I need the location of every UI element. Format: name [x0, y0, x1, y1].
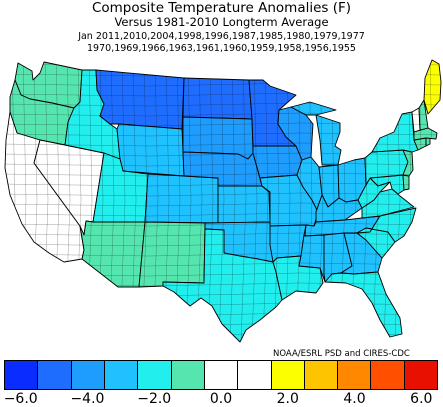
color-scale-tick-label: −4.0 [70, 391, 105, 407]
color-scale-segment [171, 361, 205, 389]
color-scale-segment [271, 361, 305, 389]
map-subtitle: Versus 1981-2010 Longterm Average [114, 15, 329, 29]
color-scale-tick-label: 6.0 [410, 391, 433, 407]
color-scale-segment [404, 361, 438, 389]
color-scale-tick-label: 2.0 [276, 391, 299, 407]
region-delaware [402, 174, 410, 191]
region-texas [162, 228, 283, 343]
region-michigan [290, 101, 342, 166]
color-scale-segment [304, 361, 339, 389]
region-wyoming [116, 123, 185, 177]
color-scale-bar [4, 360, 438, 390]
region-new-mexico [138, 221, 206, 288]
color-scale-segment [238, 361, 272, 389]
region-new-hampshire [418, 99, 429, 131]
color-scale-segment [71, 361, 105, 389]
color-scale-tick-label: −2.0 [137, 391, 172, 407]
us-climate-division-map [4, 59, 442, 343]
color-scale-segment [204, 361, 239, 389]
color-scale-segment [104, 361, 139, 389]
color-scale-segment [138, 361, 172, 389]
region-florida [324, 271, 403, 338]
composite-years-line-2: 1970,1969,1966,1963,1961,1960,1959,1958,… [87, 43, 356, 54]
region-new-york [371, 111, 419, 153]
region-colorado [144, 173, 219, 224]
region-arizona [79, 220, 146, 288]
color-scale-tick-label: 0.0 [209, 391, 233, 407]
map-title: Composite Temperature Anomalies (F) [91, 0, 352, 16]
region-maine [423, 59, 442, 115]
color-scale-segment [371, 361, 405, 389]
color-scale-segment [338, 361, 372, 389]
region-north-carolina [356, 207, 417, 243]
composite-years-line-1: Jan 2011,2010,2004,1998,1996,1987,1985,1… [78, 31, 365, 42]
color-scale-tick-label: −6.0 [3, 391, 38, 407]
region-montana [95, 69, 185, 130]
color-scale-segment [38, 361, 72, 389]
data-source-credit: NOAA/ESRL PSD and CIRES-CDC [273, 349, 410, 359]
color-scale-tick-label: 4.0 [343, 391, 366, 407]
region-louisiana [272, 255, 324, 301]
color-scale-segment [5, 361, 39, 389]
